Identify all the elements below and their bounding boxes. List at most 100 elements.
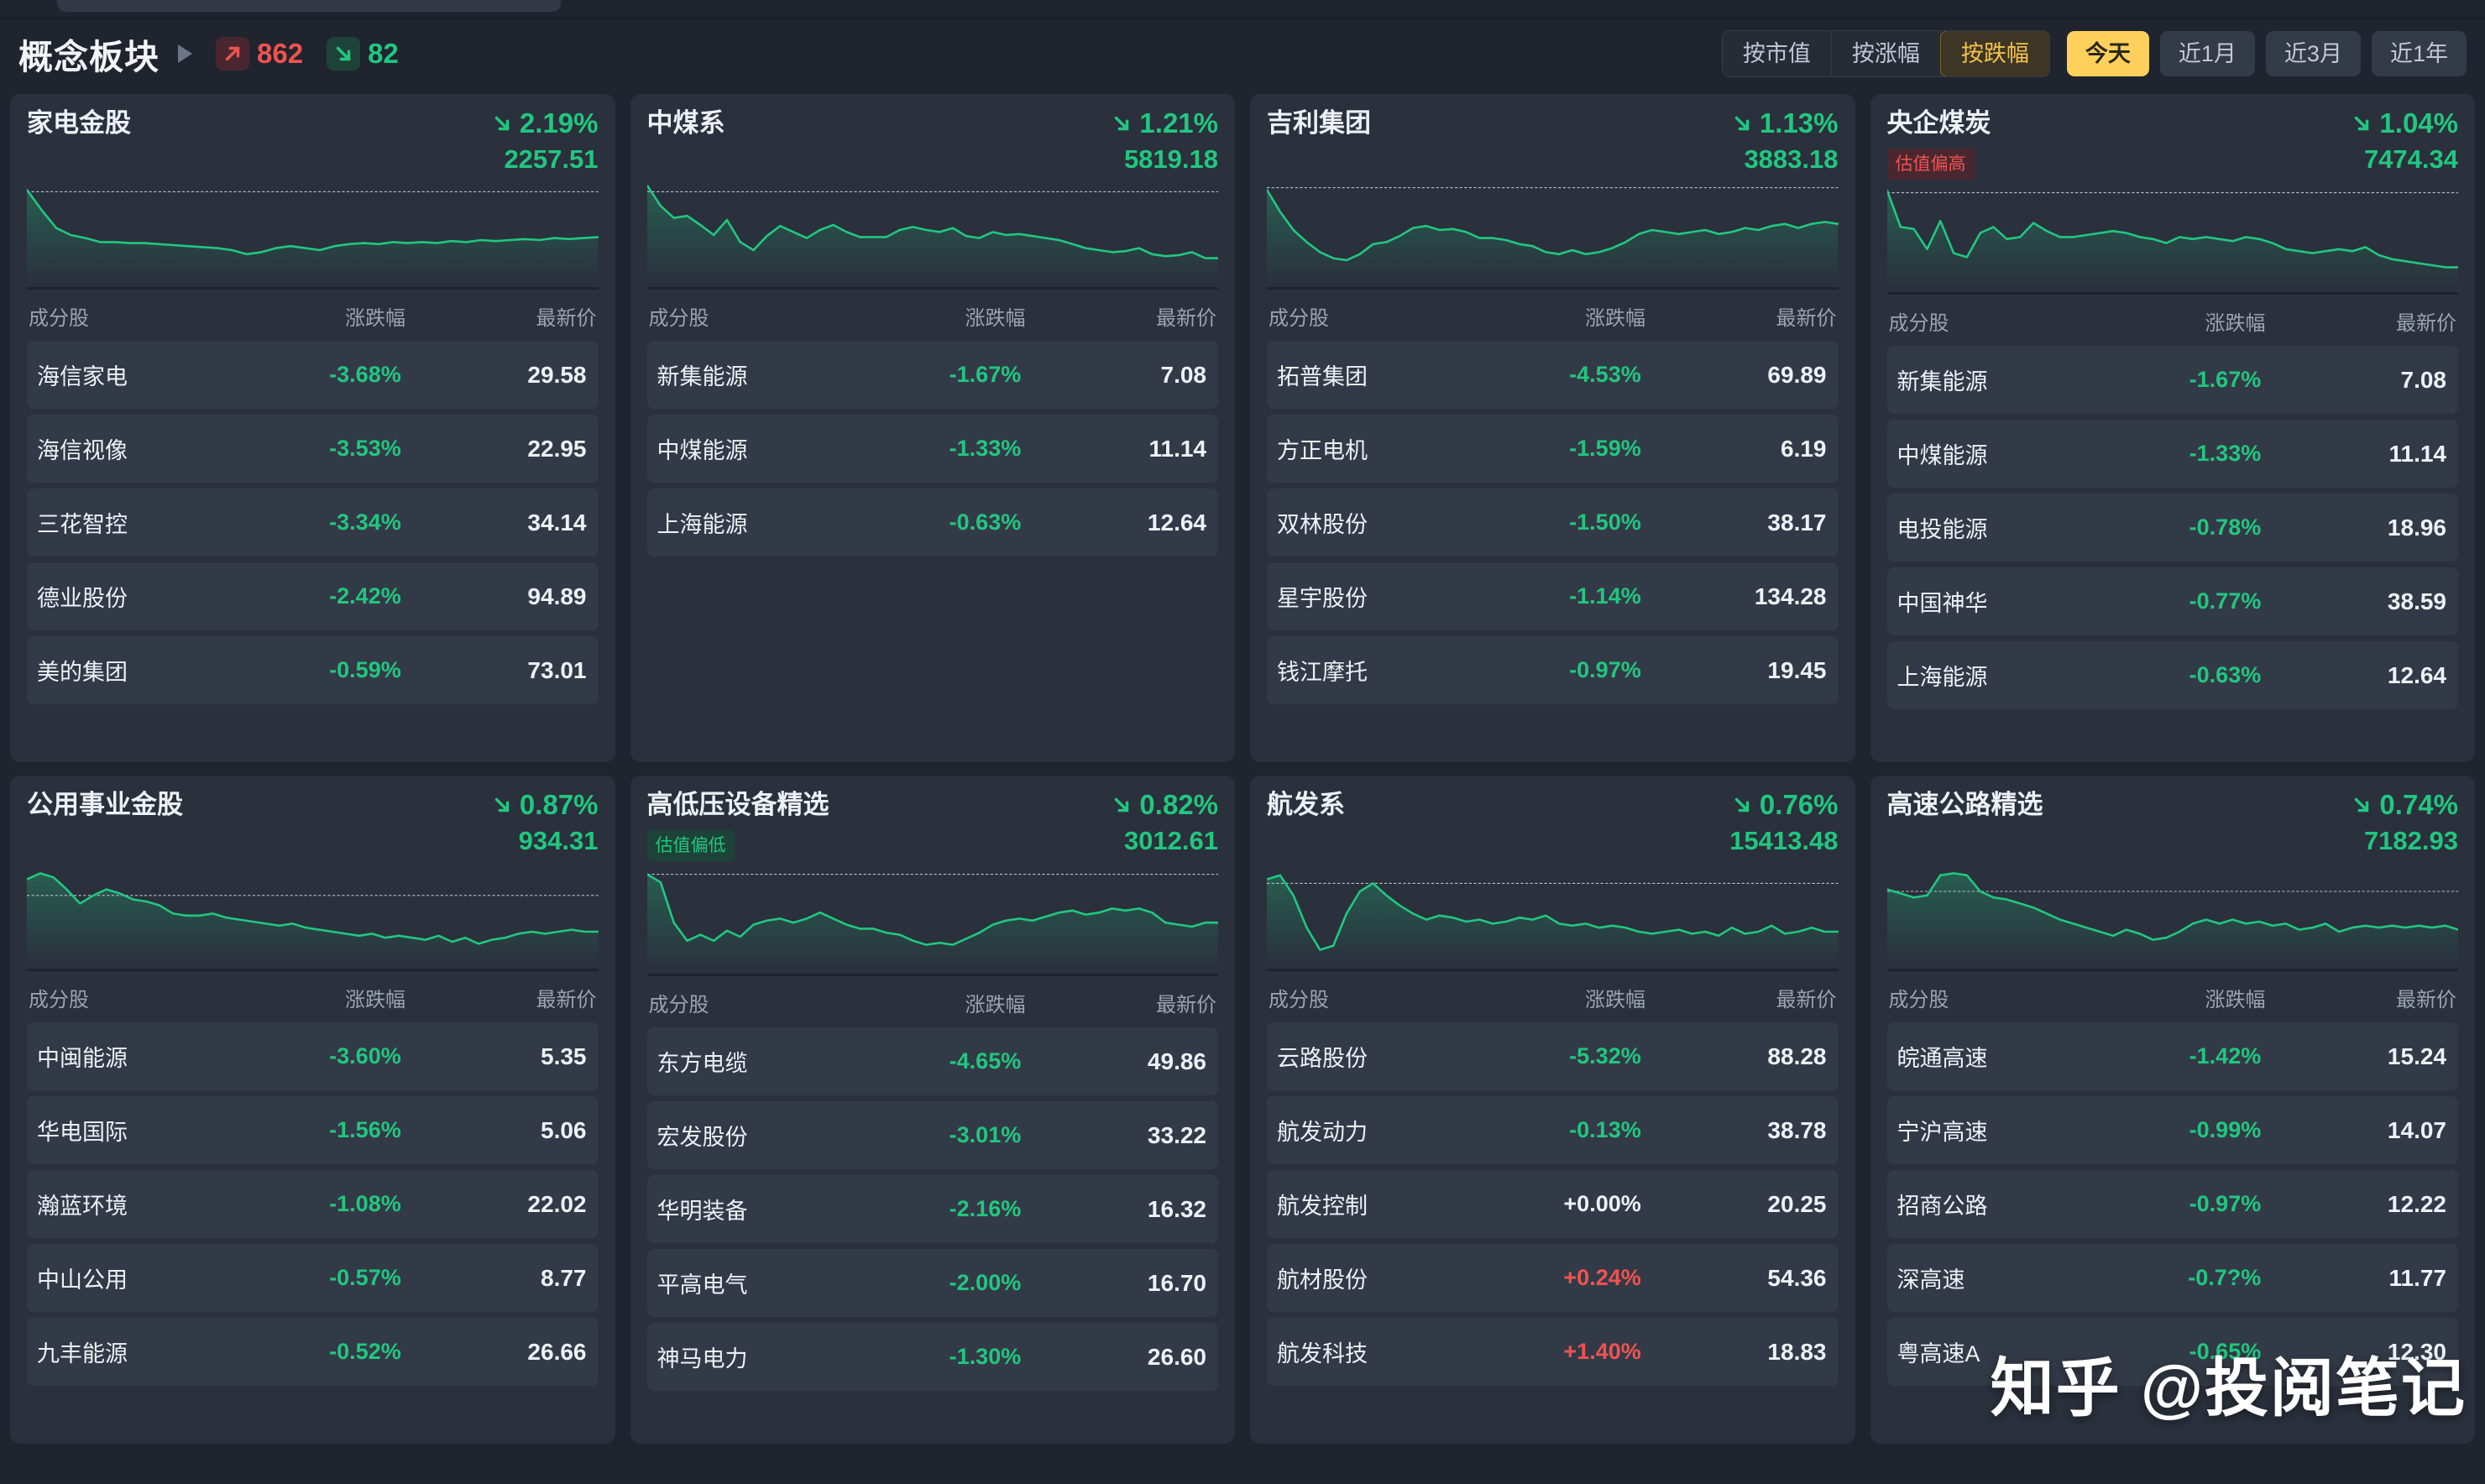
sector-card[interactable]: 吉利集团 1.13% 3883.18 成分股 涨跌幅 最新价 拓普集团 -4.53% 69.89… bbox=[1250, 94, 1855, 762]
table-row[interactable]: 新集能源 -1.67% 7.08 bbox=[1886, 346, 2458, 415]
stock-name: 深高速 bbox=[1896, 1267, 1965, 1293]
table-row[interactable]: 海信家电 -3.68% 29.58 bbox=[27, 341, 599, 409]
play-triangle-icon[interactable] bbox=[178, 44, 192, 63]
sector-change-pct: 2.19% bbox=[519, 107, 599, 138]
table-row[interactable]: 航发科技 +1.40% 18.83 bbox=[1267, 1318, 1839, 1386]
table-row[interactable]: 上海能源 -0.63% 12.64 bbox=[646, 489, 1218, 556]
sector-card[interactable]: 中煤系 1.21% 5819.18 成分股 涨跌幅 最新价 新集能源 -1.67% 7.08 中煤… bbox=[630, 94, 1235, 762]
change-row: 0.74% bbox=[2351, 789, 2458, 821]
column-header-name: 成分股 bbox=[1888, 312, 1949, 336]
section-divider bbox=[27, 969, 599, 971]
table-row[interactable]: 瀚蓝环境 -1.08% 22.02 bbox=[27, 1170, 599, 1238]
stock-price: 22.95 bbox=[527, 435, 587, 462]
sector-card[interactable]: 高速公路精选 0.74% 7182.93 成分股 涨跌幅 最新价 皖通高速 -1.42% 15.… bbox=[1870, 776, 2475, 1444]
stock-change-pct: -0.97% bbox=[2189, 1191, 2262, 1216]
table-row[interactable]: 华明装备 -2.16% 16.32 bbox=[646, 1175, 1218, 1244]
table-row[interactable]: 方正电机 -1.59% 6.19 bbox=[1267, 415, 1839, 483]
table-row[interactable]: 招商公路 -0.97% 12.22 bbox=[1886, 1170, 2458, 1238]
stock-name: 粤高速A bbox=[1896, 1341, 1980, 1366]
table-row[interactable]: 宏发股份 -3.01% 33.22 bbox=[646, 1101, 1218, 1170]
stock-price: 12.30 bbox=[2387, 1338, 2446, 1365]
table-row[interactable]: 航发控制 +0.00% 20.25 bbox=[1267, 1170, 1839, 1238]
arrow-down-right-icon bbox=[491, 112, 513, 134]
column-header-name: 成分股 bbox=[1269, 307, 1329, 330]
card-metrics: 1.04% 7474.34 bbox=[2351, 107, 2458, 175]
table-row[interactable]: 中国神华 -0.77% 38.59 bbox=[1886, 567, 2458, 636]
table-row[interactable]: 神马电力 -1.30% 26.60 bbox=[646, 1323, 1218, 1392]
stock-change-pct: -0.63% bbox=[2189, 662, 2262, 688]
table-row[interactable]: 云路股份 -5.32% 88.28 bbox=[1267, 1022, 1839, 1090]
sector-card[interactable]: 高低压设备精选 估值偏低 0.82% 3012.61 成分股 涨跌幅 最新价 东方电缆 -4.6… bbox=[630, 776, 1235, 1444]
sector-card[interactable]: 央企煤炭 估值偏高 1.04% 7474.34 成分股 涨跌幅 最新价 新集能源 -1.67% 7… bbox=[1870, 94, 2475, 762]
table-row[interactable]: 星宇股份 -1.14% 134.28 bbox=[1267, 562, 1839, 630]
stock-price: 20.25 bbox=[1767, 1190, 1827, 1217]
stock-name: 三花智控 bbox=[37, 512, 128, 537]
table-row[interactable]: 航发动力 -0.13% 38.78 bbox=[1267, 1096, 1839, 1164]
table-row[interactable]: 航材股份 +0.24% 54.36 bbox=[1267, 1244, 1839, 1312]
stock-change-pct: -2.42% bbox=[329, 583, 401, 609]
sector-name: 吉利集团 bbox=[1267, 108, 1371, 138]
stock-price: 26.66 bbox=[527, 1338, 587, 1365]
table-row[interactable]: 中煤能源 -1.33% 11.14 bbox=[1886, 420, 2458, 489]
table-row[interactable]: 德业股份 -2.42% 94.89 bbox=[27, 562, 599, 630]
table-row[interactable]: 皖通高速 -1.42% 15.24 bbox=[1886, 1022, 2458, 1090]
table-row[interactable]: 美的集团 -0.59% 73.01 bbox=[27, 636, 599, 704]
card-title-block: 航发系 bbox=[1267, 789, 1345, 822]
sort-option-2[interactable]: 按跌幅 bbox=[1939, 31, 2049, 76]
table-row[interactable]: 三花智控 -3.34% 34.14 bbox=[27, 489, 599, 556]
stock-name: 神马电力 bbox=[657, 1346, 748, 1372]
table-row[interactable]: 深高速 -0.7?% 11.77 bbox=[1886, 1244, 2458, 1312]
table-row[interactable]: 粤高速A -0.65% 12.30 bbox=[1886, 1318, 2458, 1386]
stock-change-pct: -0.57% bbox=[329, 1265, 401, 1290]
stock-name: 新集能源 bbox=[657, 364, 748, 389]
stock-name: 平高电气 bbox=[657, 1272, 748, 1298]
card-header: 中煤系 1.21% 5819.18 bbox=[647, 107, 1219, 175]
table-row[interactable]: 电投能源 -0.78% 18.96 bbox=[1886, 494, 2458, 562]
table-row[interactable]: 双林股份 -1.50% 38.17 bbox=[1267, 489, 1839, 556]
sort-option-1[interactable]: 按涨幅 bbox=[1831, 31, 1941, 76]
column-header-change: 涨跌幅 bbox=[344, 989, 405, 1011]
table-row[interactable]: 拓普集团 -4.53% 69.89 bbox=[1267, 341, 1839, 409]
sector-card[interactable]: 公用事业金股 0.87% 934.31 成分股 涨跌幅 最新价 中闽能源 -3.60% 5.35… bbox=[10, 776, 615, 1444]
sort-option-0[interactable]: 按市值 bbox=[1722, 31, 1832, 76]
table-row[interactable]: 海信视像 -3.53% 22.95 bbox=[27, 415, 599, 483]
decliners-stat: 82 bbox=[327, 37, 399, 71]
range-filter-group: 今天 近1月 近3月 近1年 bbox=[2066, 31, 2467, 76]
arrow-down-right-icon bbox=[327, 37, 361, 71]
stock-price: 19.45 bbox=[1767, 656, 1827, 683]
stock-name: 云路股份 bbox=[1277, 1046, 1368, 1071]
range-option-1[interactable]: 近1月 bbox=[2159, 31, 2255, 76]
sparkline-chart bbox=[1267, 180, 1839, 280]
table-row[interactable]: 钱江摩托 -0.97% 19.45 bbox=[1267, 636, 1839, 704]
table-row[interactable]: 上海能源 -0.63% 12.64 bbox=[1886, 641, 2458, 710]
stock-name: 航发科技 bbox=[1277, 1341, 1368, 1366]
table-row[interactable]: 中煤能源 -1.33% 11.14 bbox=[646, 415, 1218, 483]
stock-change-pct: -4.65% bbox=[949, 1048, 1022, 1074]
table-row[interactable]: 九丰能源 -0.52% 26.66 bbox=[27, 1318, 599, 1386]
table-row[interactable]: 中山公用 -0.57% 8.77 bbox=[27, 1244, 599, 1312]
stock-change-pct: -5.32% bbox=[1569, 1043, 1641, 1069]
stock-change-pct: -0.7?% bbox=[2188, 1265, 2262, 1290]
range-option-2[interactable]: 近3月 bbox=[2265, 31, 2361, 76]
range-option-0[interactable]: 今天 bbox=[2066, 31, 2149, 76]
table-row[interactable]: 宁沪高速 -0.99% 14.07 bbox=[1886, 1096, 2458, 1164]
sparkline-chart bbox=[1886, 861, 2458, 962]
table-row[interactable]: 东方电缆 -4.65% 49.86 bbox=[646, 1027, 1218, 1096]
stock-price: 5.06 bbox=[541, 1116, 587, 1143]
table-row[interactable]: 平高电气 -2.00% 16.70 bbox=[646, 1249, 1218, 1318]
sector-card[interactable]: 家电金股 2.19% 2257.51 成分股 涨跌幅 最新价 海信家电 -3.68% 29.58… bbox=[10, 94, 615, 762]
sparkline-chart bbox=[27, 861, 599, 962]
stock-price: 12.22 bbox=[2387, 1190, 2446, 1217]
table-row[interactable]: 新集能源 -1.67% 7.08 bbox=[646, 341, 1218, 409]
stock-price: 69.89 bbox=[1767, 361, 1827, 388]
table-header: 成分股 涨跌幅 最新价 bbox=[27, 290, 599, 341]
range-option-3[interactable]: 近1年 bbox=[2371, 31, 2467, 76]
card-metrics: 2.19% 2257.51 bbox=[491, 107, 599, 175]
title-group: 概念板块 862 82 bbox=[18, 29, 399, 79]
stock-price: 38.78 bbox=[1767, 1116, 1827, 1143]
table-row[interactable]: 中闽能源 -3.60% 5.35 bbox=[27, 1022, 599, 1090]
table-row[interactable]: 华电国际 -1.56% 5.06 bbox=[27, 1096, 599, 1164]
sector-card[interactable]: 航发系 0.76% 15413.48 成分股 涨跌幅 最新价 云路股份 -5.32% 88.28… bbox=[1250, 776, 1855, 1444]
column-header-price: 最新价 bbox=[536, 989, 597, 1011]
